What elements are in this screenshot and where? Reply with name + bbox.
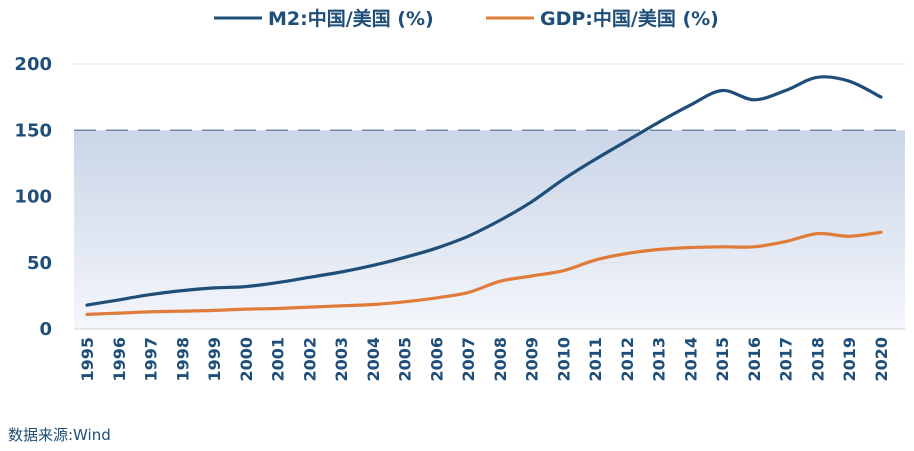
x-tick-label-2006: 2006 [427, 337, 446, 382]
x-tick-label-2013: 2013 [650, 337, 669, 382]
x-tick-label-1997: 1997 [142, 337, 161, 382]
series-line-m2 [85, 75, 883, 307]
x-tick-label-1996: 1996 [110, 337, 129, 382]
x-tick-label-2012: 2012 [618, 337, 637, 382]
x-tick-label-2000: 2000 [237, 337, 256, 382]
x-tick-label-2002: 2002 [300, 337, 319, 382]
x-tick-label-2007: 2007 [459, 337, 478, 382]
x-tick-label-1999: 1999 [205, 337, 224, 382]
x-tick-label-2003: 2003 [332, 337, 351, 382]
x-tick-label-2017: 2017 [777, 337, 796, 382]
x-tick-label-2005: 2005 [396, 337, 415, 382]
x-tick-label-2009: 2009 [523, 337, 542, 382]
y-tick-label-0: 0 [39, 319, 52, 340]
x-tick-label-2004: 2004 [364, 337, 383, 382]
x-tick-label-2018: 2018 [808, 337, 827, 382]
x-tick-label-2011: 2011 [586, 337, 605, 382]
source-note: 数据来源:Wind [8, 426, 111, 444]
y-tick-label-150: 150 [14, 120, 52, 141]
gridlines [74, 63, 905, 264]
legend: M2:中国/美国 (%) GDP:中国/美国 (%) [214, 7, 719, 30]
x-tick-label-1995: 1995 [78, 337, 97, 382]
y-tick-label-100: 100 [14, 187, 52, 208]
x-tick-label-2010: 2010 [554, 337, 573, 382]
x-tick-label-2001: 2001 [269, 337, 288, 382]
x-tick-label-2008: 2008 [491, 337, 510, 382]
x-tick-label-2014: 2014 [681, 337, 700, 382]
shaded-band [74, 130, 905, 329]
y-axis: 0 50 100 150 200 [14, 54, 52, 340]
x-tick-label-2020: 2020 [872, 337, 891, 382]
y-tick-label-200: 200 [14, 54, 52, 75]
x-tick-label-2019: 2019 [840, 337, 859, 382]
x-tick-label-2016: 2016 [745, 337, 764, 382]
x-tick-label-2015: 2015 [713, 337, 732, 382]
x-axis: 1995 1996 1997 1998 1999 2000 2001 2002 2003 2004… [78, 337, 891, 382]
series-line-gdp [85, 230, 883, 316]
y-tick-label-50: 50 [27, 253, 52, 274]
legend-label-gdp: GDP:中国/美国 (%) [540, 7, 719, 30]
x-tick-label-1998: 1998 [173, 337, 192, 382]
legend-label-m2: M2:中国/美国 (%) [268, 7, 434, 30]
